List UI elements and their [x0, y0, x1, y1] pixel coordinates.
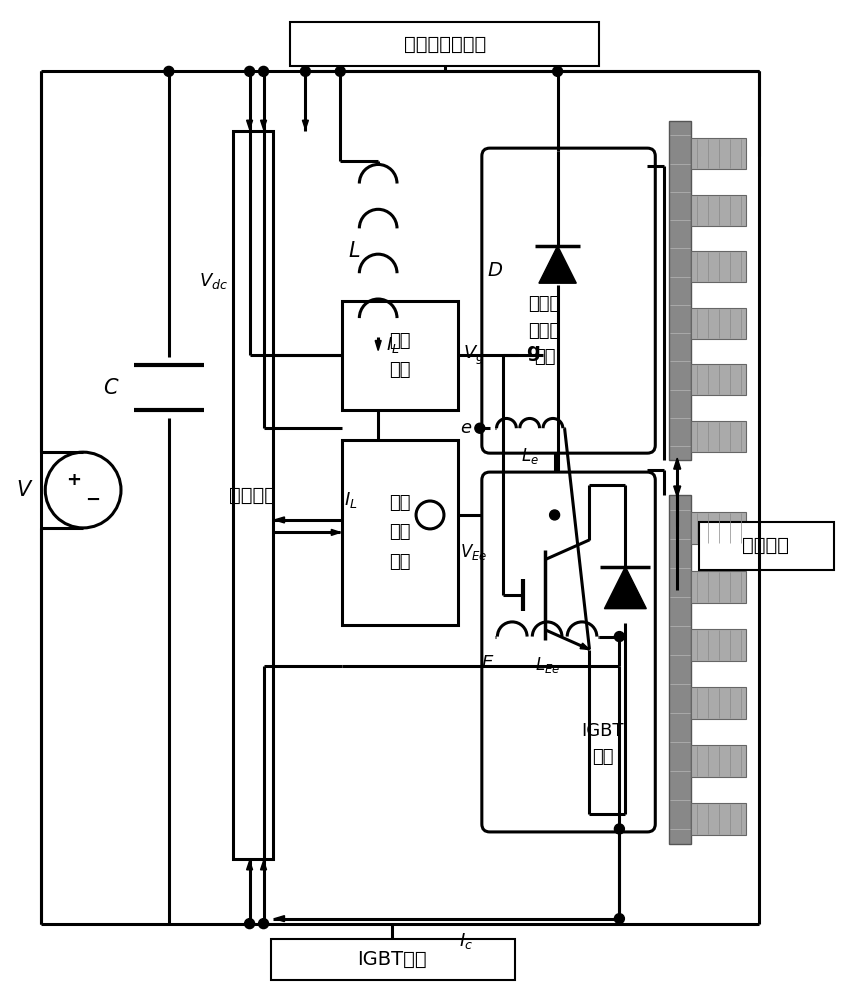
- Text: $I_L$: $I_L$: [344, 490, 358, 510]
- Circle shape: [614, 824, 625, 834]
- Bar: [670, 495, 691, 844]
- Text: $I_c$: $I_c$: [458, 931, 473, 951]
- Bar: [691, 308, 746, 339]
- Polygon shape: [605, 567, 646, 609]
- Circle shape: [614, 632, 625, 642]
- Circle shape: [245, 919, 254, 929]
- Bar: [271, 939, 515, 980]
- Bar: [691, 364, 746, 395]
- Text: $e$: $e$: [460, 419, 472, 437]
- Bar: [691, 421, 746, 452]
- Circle shape: [553, 66, 562, 76]
- Polygon shape: [247, 120, 253, 129]
- Text: IGBT温度: IGBT温度: [357, 950, 427, 969]
- Polygon shape: [674, 486, 681, 497]
- Polygon shape: [274, 916, 285, 922]
- Text: IGBT
模块: IGBT 模块: [581, 722, 624, 766]
- Circle shape: [475, 423, 484, 433]
- Polygon shape: [580, 643, 589, 650]
- Polygon shape: [274, 517, 285, 523]
- Bar: [691, 745, 746, 777]
- Text: $V$: $V$: [16, 480, 33, 500]
- Text: $L_{Ee}$: $L_{Ee}$: [535, 655, 560, 675]
- Circle shape: [300, 66, 311, 76]
- Bar: [343, 440, 458, 625]
- Circle shape: [549, 510, 560, 520]
- Bar: [691, 512, 746, 544]
- Text: 二极管模块温度: 二极管模块温度: [404, 35, 486, 54]
- Polygon shape: [260, 861, 266, 870]
- Text: $V_{dc}$: $V_{dc}$: [199, 271, 227, 291]
- Text: $\mathbf{g}$: $\mathbf{g}$: [526, 344, 540, 363]
- Text: $C$: $C$: [103, 378, 119, 398]
- Text: $E$: $E$: [481, 654, 495, 672]
- Text: $V_{Ee}$: $V_{Ee}$: [460, 542, 487, 562]
- Text: +: +: [66, 471, 80, 489]
- Text: $V_g$: $V_g$: [463, 344, 484, 367]
- Bar: [670, 121, 691, 460]
- Bar: [691, 803, 746, 835]
- Polygon shape: [331, 529, 340, 535]
- Bar: [699, 522, 834, 570]
- Text: $L$: $L$: [348, 241, 360, 261]
- Bar: [691, 251, 746, 282]
- Polygon shape: [539, 246, 576, 283]
- Circle shape: [259, 66, 268, 76]
- Text: $I_L$: $I_L$: [386, 335, 400, 355]
- Text: 驱动
单元: 驱动 单元: [389, 332, 411, 379]
- Polygon shape: [247, 861, 253, 870]
- FancyBboxPatch shape: [482, 148, 656, 453]
- Circle shape: [614, 914, 625, 924]
- Bar: [343, 301, 458, 410]
- Bar: [691, 629, 746, 661]
- Circle shape: [336, 66, 345, 76]
- Circle shape: [163, 66, 174, 76]
- Bar: [691, 195, 746, 226]
- Bar: [691, 687, 746, 719]
- Polygon shape: [260, 120, 266, 129]
- Text: 采样单元: 采样单元: [229, 486, 276, 505]
- Bar: [233, 131, 272, 859]
- Text: $D$: $D$: [487, 261, 503, 280]
- Polygon shape: [303, 120, 309, 129]
- Polygon shape: [375, 341, 381, 350]
- Polygon shape: [674, 458, 681, 469]
- Text: $L_e$: $L_e$: [521, 446, 539, 466]
- Bar: [691, 571, 746, 603]
- Circle shape: [245, 66, 254, 76]
- FancyBboxPatch shape: [482, 472, 656, 832]
- Text: 温控单元: 温控单元: [742, 536, 790, 555]
- Bar: [691, 138, 746, 169]
- Bar: [291, 22, 599, 66]
- Text: 大功率
二极管
模块: 大功率 二极管 模块: [529, 295, 561, 366]
- Circle shape: [259, 919, 268, 929]
- Text: −: −: [86, 491, 100, 509]
- Text: 结温
检测
单元: 结温 检测 单元: [389, 494, 411, 571]
